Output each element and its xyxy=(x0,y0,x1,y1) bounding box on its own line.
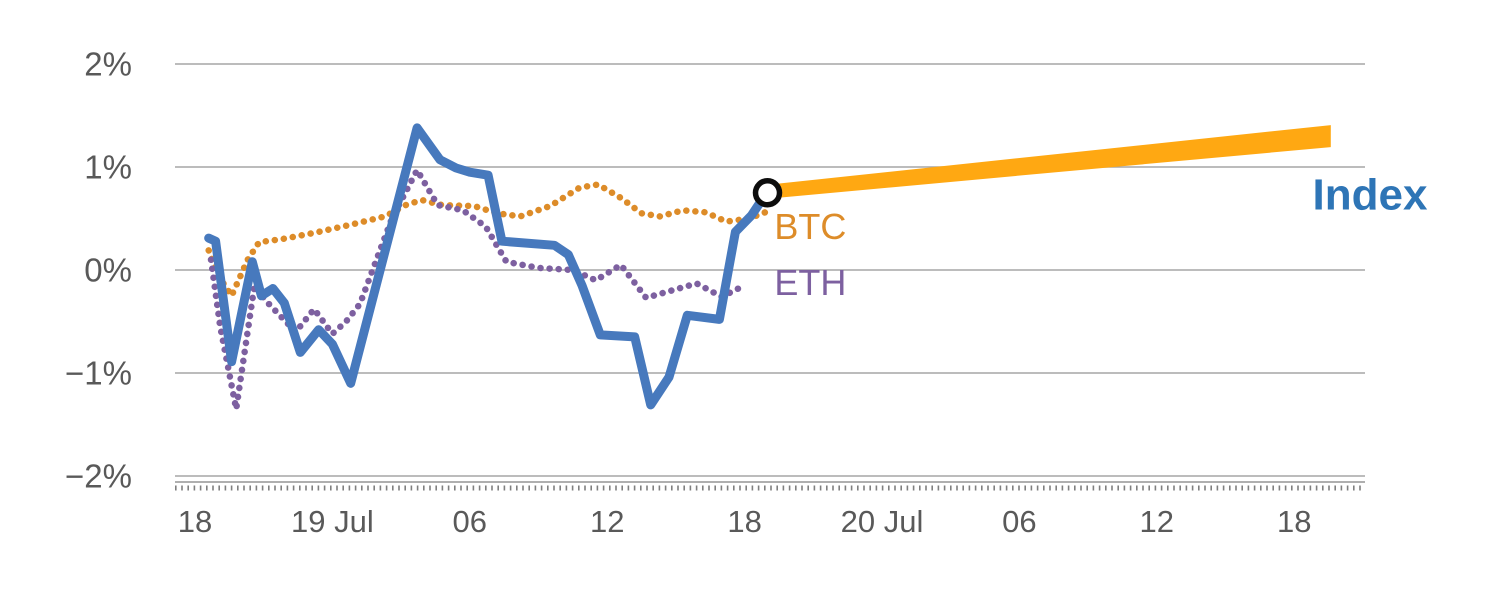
y-tick-label: −1% xyxy=(65,355,132,392)
eth-label: ETH xyxy=(774,262,846,303)
y-tick-label: −2% xyxy=(65,458,132,495)
x-tick-label: 12 xyxy=(1140,504,1174,539)
btc-label: BTC xyxy=(774,206,846,247)
index-forecast-band xyxy=(767,125,1331,199)
x-tick-label: 06 xyxy=(1002,504,1036,539)
btc-series-line xyxy=(205,181,769,300)
y-tick-label: 2% xyxy=(84,46,132,83)
index-label: Index xyxy=(1313,170,1428,219)
x-tick-label: 12 xyxy=(590,504,624,539)
x-tick-label: 20 Jul xyxy=(841,504,924,539)
y-tick-label: 1% xyxy=(84,149,132,186)
index-series-line xyxy=(204,123,770,410)
y-tick-label: 0% xyxy=(84,252,132,289)
x-tick-label: 18 xyxy=(727,504,761,539)
x-tick-label: 18 xyxy=(178,504,212,539)
current-point-marker xyxy=(752,178,783,208)
eth-series-line xyxy=(207,166,748,413)
x-tick-label: 18 xyxy=(1277,504,1311,539)
x-tick-label: 06 xyxy=(453,504,487,539)
x-tick-label: 19 Jul xyxy=(291,504,374,539)
